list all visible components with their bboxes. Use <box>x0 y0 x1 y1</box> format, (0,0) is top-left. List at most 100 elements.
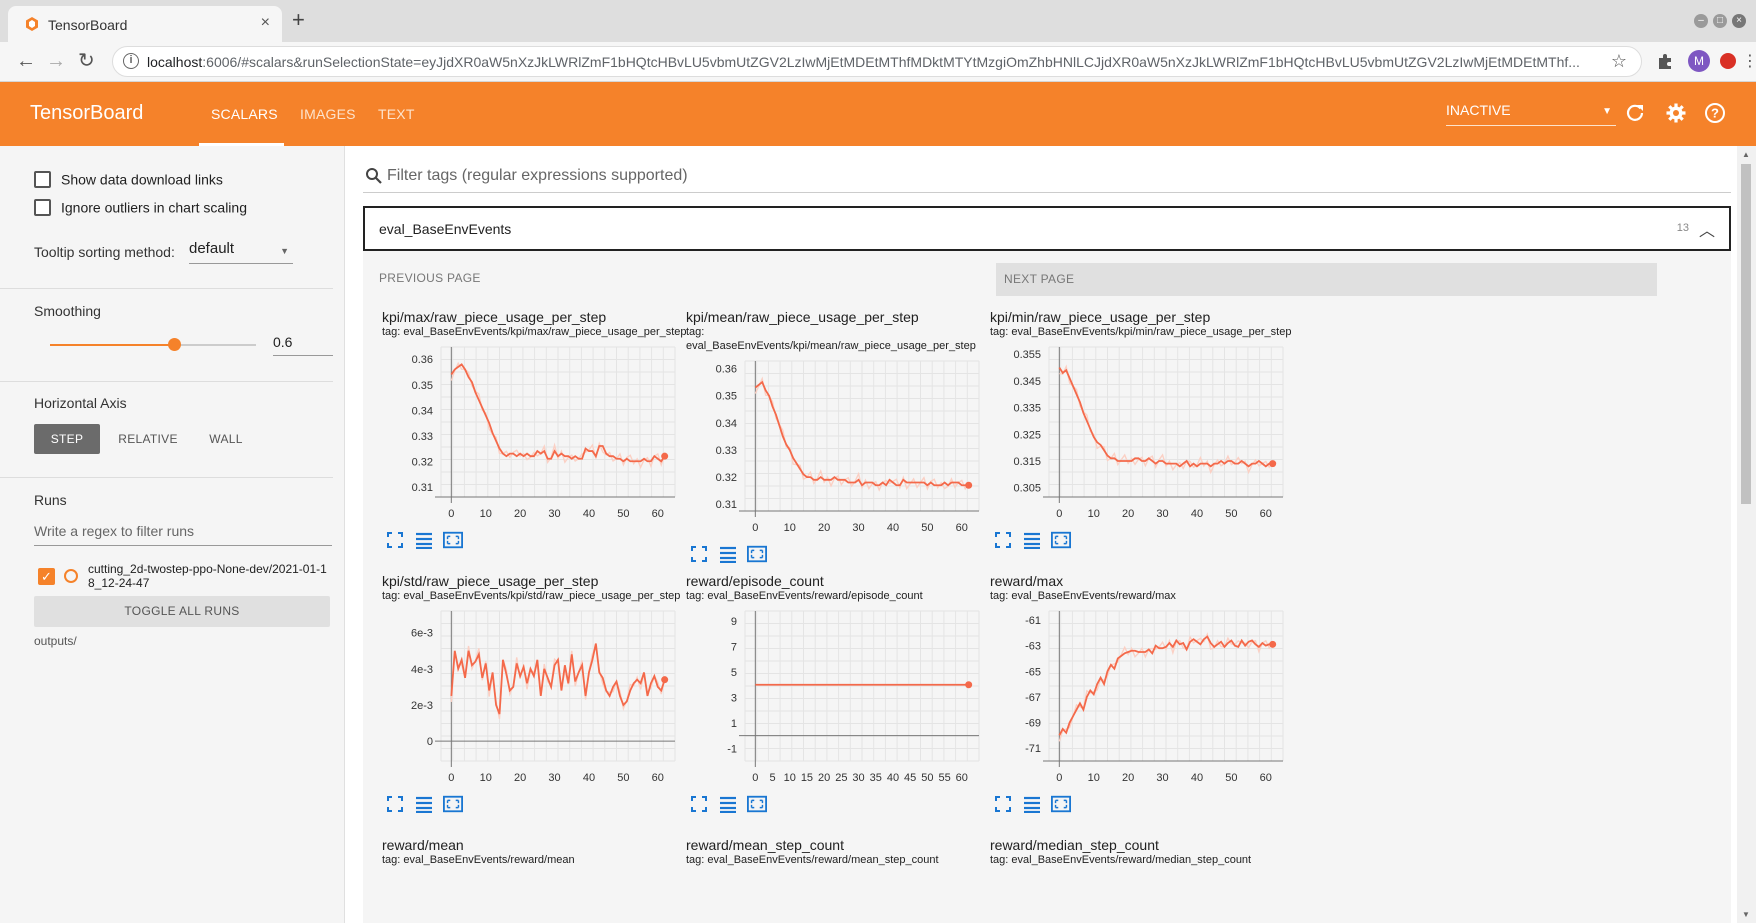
x-tick-label: 40 <box>887 772 899 784</box>
line-chart[interactable]: 0 10 20 30 40 50 60 -61 -63 -65 -67 -69 -71 <box>987 603 1285 789</box>
line-chart[interactable]: 0 10 20 30 40 50 60 0.36 0.35 0.34 0.33 0.32 0.31 <box>379 339 677 525</box>
toggle-log-scale-icon[interactable] <box>414 531 434 549</box>
last-point-marker[interactable] <box>661 676 669 684</box>
x-tick-label: 40 <box>583 772 595 784</box>
run-name: cutting_2d-twostep-ppo-None-dev/2021-01-… <box>88 562 327 590</box>
back-arrow-icon[interactable]: ← <box>16 50 36 72</box>
run-status-select[interactable]: INACTIVE ▼ <box>1446 102 1616 126</box>
y-tick-label: 0.34 <box>412 405 433 417</box>
smoothed-series-line[interactable] <box>450 363 666 463</box>
x-tick-label: 30 <box>548 508 560 520</box>
fit-domain-icon[interactable] <box>443 531 463 549</box>
checkbox-unchecked-icon[interactable] <box>34 170 51 188</box>
settings-gear-icon[interactable] <box>1665 102 1687 124</box>
scroll-down-arrow-icon[interactable]: ▼ <box>1742 910 1750 919</box>
bookmark-star-icon[interactable]: ☆ <box>1610 51 1627 71</box>
axis-step-button[interactable]: STEP <box>34 424 100 454</box>
chevron-up-icon[interactable]: ︿ <box>1698 223 1715 240</box>
runs-filter-input[interactable]: Write a regex to filter runs <box>34 520 332 546</box>
line-chart[interactable]: 0 10 20 30 40 50 60 0.355 0.345 0.335 0.325 0.315 0.… <box>987 339 1285 525</box>
fullscreen-icon[interactable] <box>689 795 709 813</box>
site-info-icon[interactable]: i <box>123 53 139 69</box>
last-point-marker[interactable] <box>661 452 669 460</box>
scroll-up-arrow-icon[interactable]: ▲ <box>1742 150 1750 159</box>
last-point-marker[interactable] <box>965 481 973 489</box>
profile-avatar[interactable]: M <box>1688 50 1710 72</box>
forward-arrow-icon[interactable]: → <box>46 50 66 72</box>
toggle-log-scale-icon[interactable] <box>1022 531 1042 549</box>
minimize-icon[interactable]: – <box>1694 14 1708 28</box>
smoothing-value-input[interactable]: 0.6 <box>273 330 333 356</box>
chart-title: reward/median_step_count <box>990 837 1159 853</box>
x-tick-label: 30 <box>852 522 864 534</box>
next-page-button[interactable]: NEXT PAGE <box>996 263 1657 296</box>
previous-page-button[interactable]: PREVIOUS PAGE <box>379 271 481 285</box>
divider <box>0 288 333 289</box>
new-tab-button[interactable]: + <box>292 7 305 32</box>
show-download-links-checkbox[interactable]: Show data download links <box>34 170 223 188</box>
fullscreen-icon[interactable] <box>385 531 405 549</box>
y-tick-label: 0.305 <box>1013 483 1041 495</box>
toggle-log-scale-icon[interactable] <box>718 545 738 563</box>
tensorboard-header: TensorBoard SCALARS IMAGES TEXT INACTIVE… <box>0 82 1756 146</box>
browser-menu-icon[interactable]: ⋮ <box>1742 53 1756 70</box>
smoothed-series-line[interactable] <box>1058 635 1273 736</box>
fullscreen-icon[interactable] <box>993 795 1013 813</box>
close-tab-icon[interactable]: × <box>260 14 270 31</box>
page-scrollbar[interactable]: ▲ ▼ <box>1737 146 1756 923</box>
close-window-icon[interactable]: × <box>1732 14 1746 28</box>
smoothed-series-line[interactable] <box>450 643 666 715</box>
reload-icon[interactable]: ↻ <box>78 50 95 72</box>
browser-tab[interactable]: TensorBoard × <box>8 6 282 42</box>
extensions-puzzle-icon[interactable] <box>1656 52 1674 70</box>
smoothing-slider-handle[interactable] <box>167 338 181 351</box>
fit-domain-icon[interactable] <box>1051 531 1071 549</box>
last-point-marker[interactable] <box>965 681 973 689</box>
refresh-icon[interactable] <box>1624 102 1646 124</box>
fullscreen-icon[interactable] <box>689 545 709 563</box>
smoothed-series-line[interactable] <box>754 380 969 487</box>
tab-scalars[interactable]: SCALARS <box>211 106 278 122</box>
toggle-log-scale-icon[interactable] <box>414 795 434 813</box>
fullscreen-icon[interactable] <box>993 531 1013 549</box>
axis-relative-button[interactable]: RELATIVE <box>118 432 178 446</box>
ignore-outliers-label: Ignore outliers in chart scaling <box>61 199 247 216</box>
y-tick-label: 1 <box>731 718 737 730</box>
smoothed-series-line[interactable] <box>1058 367 1273 468</box>
tag-group-title: eval_BaseEnvEvents <box>379 221 512 237</box>
last-point-marker[interactable] <box>1269 640 1277 648</box>
fit-domain-icon[interactable] <box>1051 795 1071 813</box>
toggle-log-scale-icon[interactable] <box>718 795 738 813</box>
run-checkbox-checked-icon[interactable]: ✓ <box>38 568 55 585</box>
toggle-log-scale-icon[interactable] <box>1022 795 1042 813</box>
x-tick-label: 30 <box>548 772 560 784</box>
x-tick-label: 40 <box>583 508 595 520</box>
last-point-marker[interactable] <box>1269 460 1277 468</box>
axis-wall-button[interactable]: WALL <box>209 432 243 446</box>
tooltip-sort-select[interactable]: default ▼ <box>189 240 293 264</box>
maximize-icon[interactable]: □ <box>1713 14 1727 28</box>
line-chart[interactable]: 0 10 20 30 40 50 60 6e-3 4e-3 2e-3 0 <box>379 603 677 789</box>
fit-domain-icon[interactable] <box>747 795 767 813</box>
extension-red-icon[interactable] <box>1720 53 1736 69</box>
tag-group-header[interactable]: eval_BaseEnvEvents 13 ︿ <box>363 206 1731 251</box>
fit-domain-icon[interactable] <box>747 545 767 563</box>
ignore-outliers-checkbox[interactable]: Ignore outliers in chart scaling <box>34 198 247 216</box>
fit-domain-icon[interactable] <box>443 795 463 813</box>
checkbox-unchecked-icon[interactable] <box>34 198 51 216</box>
run-status-value: INACTIVE <box>1446 102 1511 118</box>
address-bar[interactable]: i localhost:6006/#scalars&runSelectionSt… <box>112 46 1642 77</box>
help-icon[interactable]: ? <box>1704 102 1726 124</box>
fullscreen-icon[interactable] <box>385 795 405 813</box>
toggle-all-runs-button[interactable]: TOGGLE ALL RUNS <box>34 596 330 627</box>
run-color-icon[interactable] <box>64 569 78 583</box>
sidebar: Show data download links Ignore outliers… <box>0 146 345 923</box>
line-chart[interactable]: 0 10 20 30 40 50 60 0.36 0.35 0.34 0.33 0.32 0.31 <box>683 353 981 539</box>
tab-images[interactable]: IMAGES <box>300 106 356 122</box>
tooltip-sort-label: Tooltip sorting method: <box>34 244 175 260</box>
tab-text[interactable]: TEXT <box>378 106 415 122</box>
y-tick-label: -67 <box>1025 692 1041 704</box>
tag-filter[interactable]: Filter tags (regular expressions support… <box>363 163 1731 193</box>
scrollbar-thumb[interactable] <box>1741 164 1751 504</box>
